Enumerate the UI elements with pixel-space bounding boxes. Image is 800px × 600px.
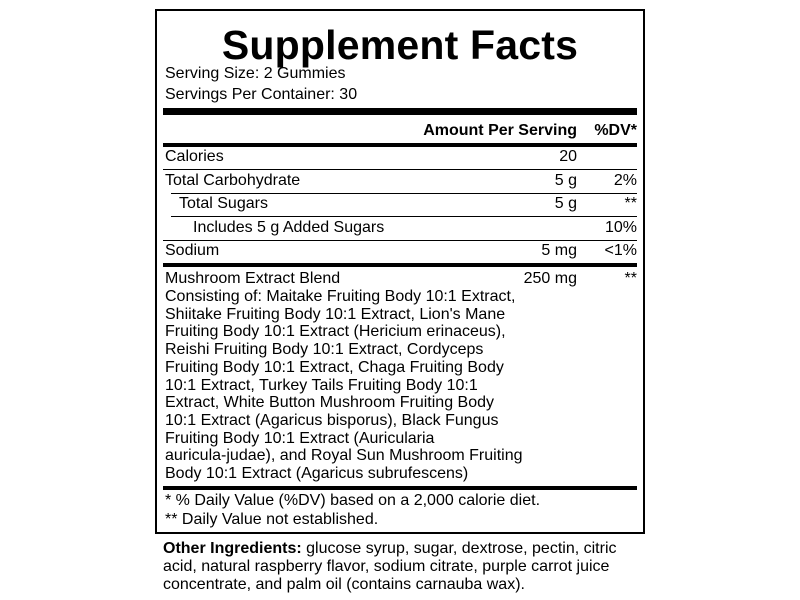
nutrient-name: Includes 5 g Added Sugars (193, 218, 385, 236)
row-divider (163, 239, 637, 241)
dv-header: %DV* (594, 122, 637, 139)
blend-description-line: Reishi Fruiting Body 10:1 Extract, Cordy… (165, 341, 484, 359)
medium-divider (163, 263, 637, 267)
row-divider (171, 192, 637, 194)
blend-amount: 250 mg (523, 270, 577, 287)
nutrient-dv: 10% (604, 218, 637, 236)
footnote-dv: * % Daily Value (%DV) based on a 2,000 c… (165, 492, 541, 509)
blend-description-line: Consisting of: Maitake Fruiting Body 10:… (165, 288, 516, 305)
thick-divider (163, 108, 637, 115)
row-divider (163, 169, 637, 170)
blend-description-line: Fruiting Body 10:1 Extract (Hericium eri… (165, 323, 506, 341)
nutrient-amount: 20 (559, 148, 577, 165)
nutrient-name: Calories (165, 148, 224, 165)
other-ingredients: Other Ingredients: glucose syrup, sugar,… (163, 540, 633, 594)
row-divider (171, 216, 637, 217)
blend-dv: ** (624, 270, 637, 287)
medium-divider (163, 486, 637, 490)
other-ingredients-label: Other Ingredients: (163, 540, 302, 557)
amount-header: Amount Per Serving (423, 122, 577, 139)
nutrient-name: Total Carbohydrate (165, 171, 301, 189)
blend-description-line: 10:1 Extract (Agaricus bisporus), Black … (165, 411, 499, 429)
serving-size: Serving Size: 2 Gummies (165, 65, 346, 82)
blend-description-line: Shiitake Fruiting Body 10:1 Extract, Lio… (165, 305, 506, 323)
other-ingredients-text: glucose syrup, sugar, dextrose, pectin, … (163, 540, 617, 593)
blend-name: Mushroom Extract Blend (165, 270, 341, 287)
blend-description-line: 10:1 Extract, Turkey Tails Fruiting Body… (165, 376, 478, 394)
supplement-facts-panel: Supplement Facts Serving Size: 2 Gummies… (155, 9, 645, 534)
nutrient-dv: ** (624, 195, 637, 212)
blend-description-line: Fruiting Body 10:1 Extract, Chaga Fruiti… (165, 358, 504, 376)
blend-description-line: auricula-judae), and Royal Sun Mushroom … (165, 447, 523, 465)
medium-divider (163, 143, 637, 147)
nutrient-name: Sodium (165, 242, 220, 259)
blend-description-line: Fruiting Body 10:1 Extract (Auricularia (165, 429, 435, 447)
blend-description-line: Body 10:1 Extract (Agaricus subrufescens… (165, 465, 469, 482)
nutrient-amount: 5 g (554, 171, 577, 189)
nutrient-name: Total Sugars (179, 195, 268, 212)
nutrient-amount: 5 mg (541, 242, 577, 259)
panel-title: Supplement Facts (221, 22, 579, 68)
servings-per-container: Servings Per Container: 30 (165, 86, 358, 103)
nutrient-dv: 2% (613, 171, 637, 189)
footnote-not-established: ** Daily Value not established. (165, 511, 379, 528)
nutrient-amount: 5 g (554, 195, 577, 212)
nutrient-dv: <1% (604, 242, 637, 259)
blend-description-line: Extract, White Button Mushroom Fruiting … (165, 394, 495, 412)
